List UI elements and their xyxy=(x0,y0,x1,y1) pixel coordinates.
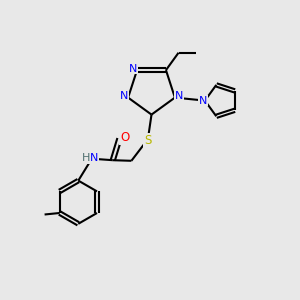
Text: S: S xyxy=(144,134,152,147)
Text: N: N xyxy=(175,91,183,101)
Text: H: H xyxy=(82,153,91,163)
Text: N: N xyxy=(199,96,208,106)
Text: N: N xyxy=(120,91,128,101)
Text: O: O xyxy=(120,130,129,144)
Text: N: N xyxy=(129,64,137,74)
Text: N: N xyxy=(90,153,98,163)
